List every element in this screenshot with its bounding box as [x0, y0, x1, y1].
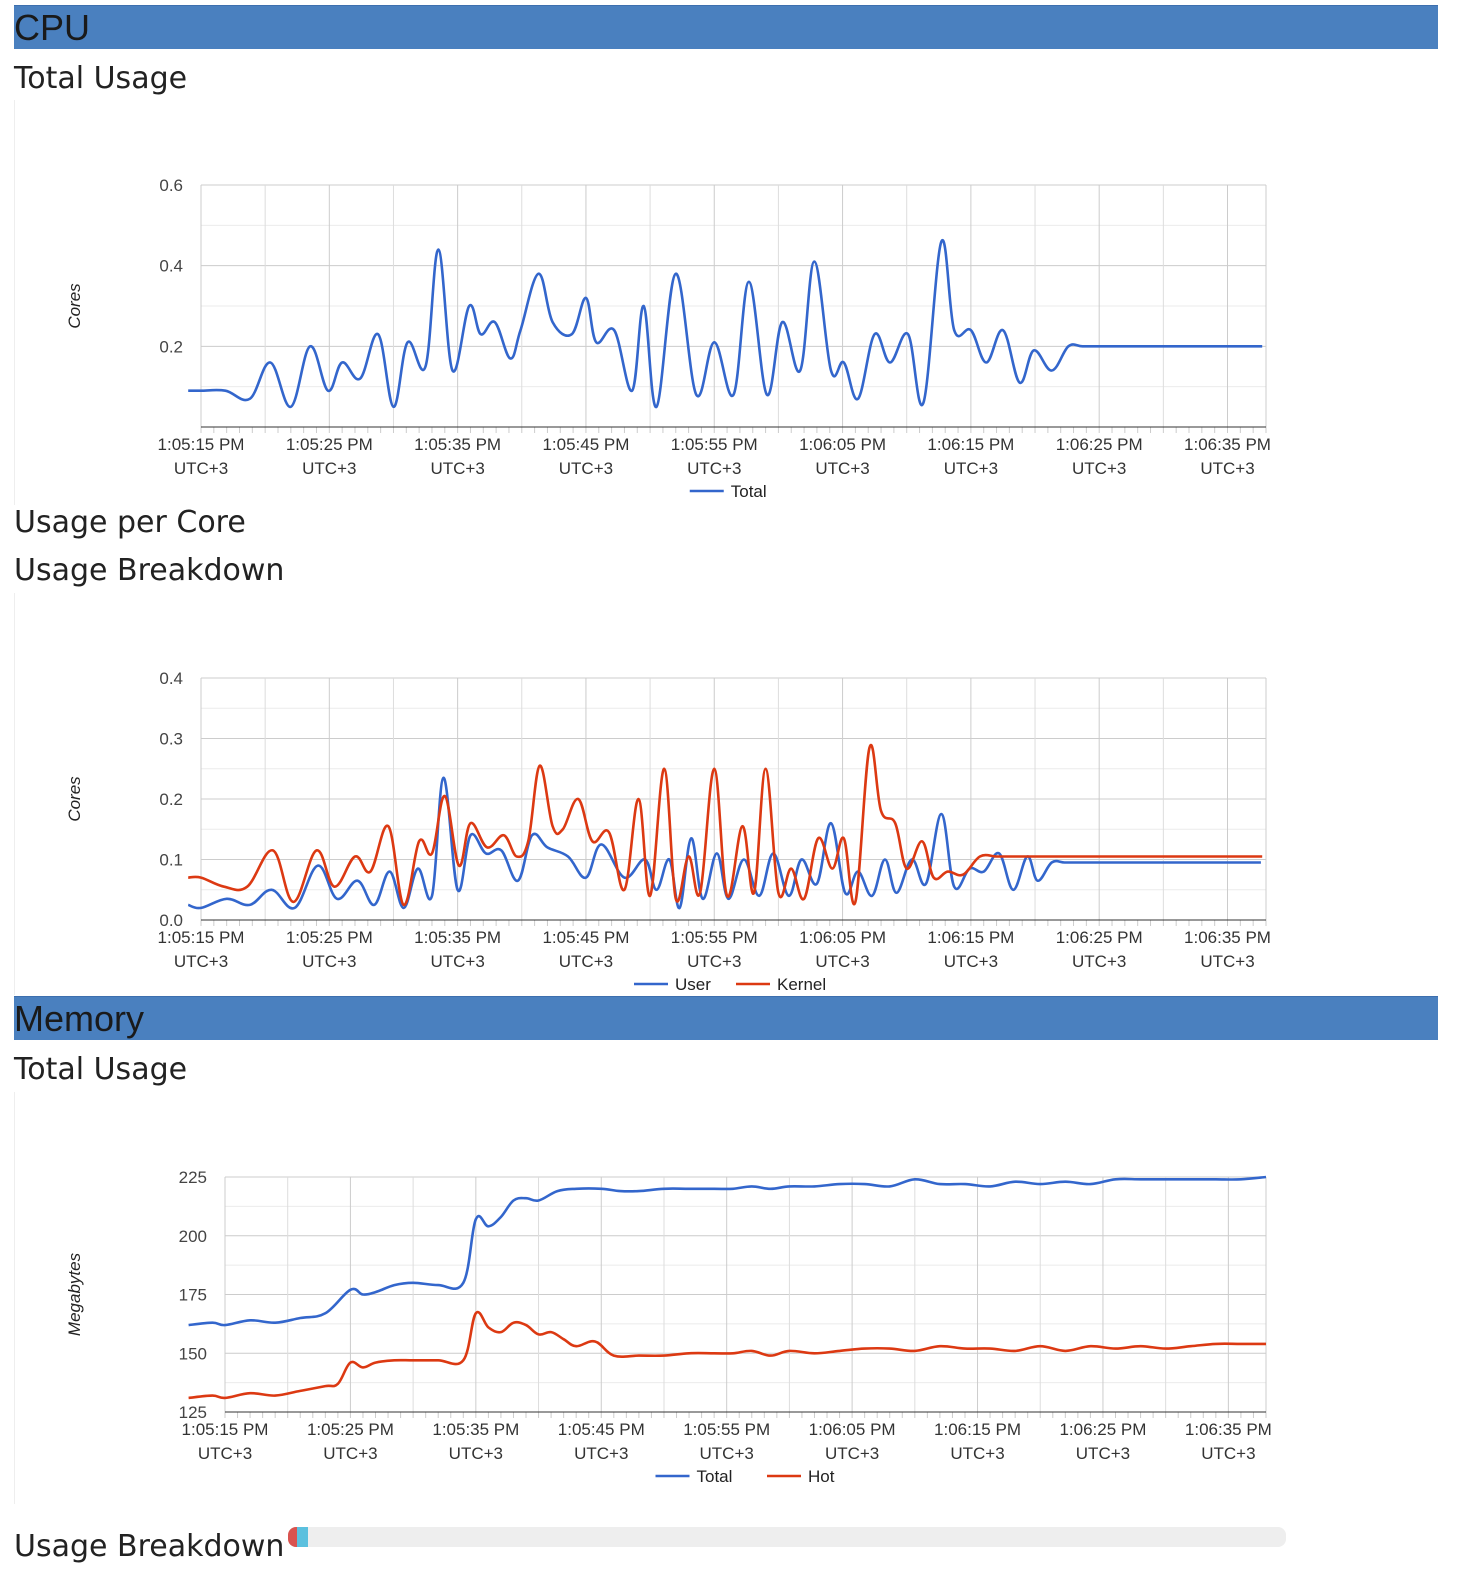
x-tick-label: 1:05:25 PM [307, 1420, 394, 1439]
x-tick-label-tz: UTC+3 [1076, 1444, 1130, 1463]
x-tick-label-tz: UTC+3 [944, 952, 998, 971]
x-tick-label-tz: UTC+3 [1200, 459, 1254, 478]
x-tick-label-tz: UTC+3 [174, 952, 228, 971]
legend-label-total: Total [731, 482, 767, 501]
memory-usage-breakdown-bar [288, 1527, 1286, 1547]
cpu-section-title: CPU [14, 7, 91, 48]
y-axis-label: Cores [65, 283, 84, 329]
y-tick-label: 0.4 [159, 257, 183, 276]
x-tick-label: 1:05:35 PM [414, 928, 501, 947]
x-tick-label-tz: UTC+3 [559, 459, 613, 478]
series-line-kernel [188, 743, 1263, 907]
x-tick-label-tz: UTC+3 [198, 1444, 252, 1463]
x-tick-label: 1:05:45 PM [542, 435, 629, 454]
x-tick-label-tz: UTC+3 [687, 459, 741, 478]
cpu-usage-breakdown-heading: Usage Breakdown [14, 553, 285, 588]
y-tick-label: 0.4 [159, 669, 183, 688]
x-tick-label-tz: UTC+3 [825, 1444, 879, 1463]
y-tick-label: 0.2 [159, 337, 183, 356]
x-tick-label: 1:05:15 PM [158, 928, 245, 947]
x-tick-label-tz: UTC+3 [687, 952, 741, 971]
x-tick-label-tz: UTC+3 [1072, 952, 1126, 971]
x-tick-label: 1:05:25 PM [286, 928, 373, 947]
cpu-total-chart-container: 0.2 0.4 0.6 1:05:15 PM UTC+3 1:05:25 PM UTC+3 1… [14, 100, 1439, 505]
series-line-total [188, 238, 1263, 409]
x-tick-label: 1:05:15 PM [158, 435, 245, 454]
y-axis-label: Cores [65, 776, 84, 822]
x-tick-label-tz: UTC+3 [1072, 459, 1126, 478]
x-tick-label: 1:06:35 PM [1185, 1420, 1272, 1439]
memory-section-header: Memory [14, 996, 1438, 1040]
cpu-usage-breakdown-chart: 0.0 0.1 0.2 0.3 0.4 1:05:15 PM UTC+3 1:05:25 PM… [65, 669, 1271, 994]
x-tick-label: 1:06:25 PM [1059, 1420, 1146, 1439]
x-tick-label-tz: UTC+3 [944, 459, 998, 478]
x-tick-label-tz: UTC+3 [174, 459, 228, 478]
x-tick-label: 1:05:35 PM [414, 435, 501, 454]
x-tick-label: 1:05:35 PM [432, 1420, 519, 1439]
memory-usage-breakdown-heading: Usage Breakdown [14, 1529, 285, 1564]
cpu-total-usage-heading: Total Usage [14, 61, 188, 96]
x-tick-label-tz: UTC+3 [815, 459, 869, 478]
series-line-user [187, 776, 1261, 910]
x-tick-label-tz: UTC+3 [1200, 952, 1254, 971]
x-tick-label-tz: UTC+3 [430, 459, 484, 478]
x-tick-label: 1:05:45 PM [542, 928, 629, 947]
x-tick-label-tz: UTC+3 [449, 1444, 503, 1463]
legend-label-user: User [675, 975, 711, 994]
y-tick-label: 0.6 [159, 176, 183, 195]
memory-section-title: Memory [14, 998, 145, 1039]
y-tick-label: 200 [179, 1227, 207, 1246]
legend-label-hot: Hot [808, 1467, 835, 1486]
legend-label-total: Total [697, 1467, 733, 1486]
x-tick-label-tz: UTC+3 [700, 1444, 754, 1463]
series-line-hot [188, 1310, 1266, 1400]
x-tick-label-tz: UTC+3 [950, 1444, 1004, 1463]
x-tick-label: 1:05:45 PM [558, 1420, 645, 1439]
x-tick-label-tz: UTC+3 [430, 952, 484, 971]
x-tick-label: 1:05:55 PM [683, 1420, 770, 1439]
y-tick-label: 0.1 [159, 851, 183, 870]
x-tick-label: 1:06:15 PM [927, 928, 1014, 947]
x-tick-label: 1:05:25 PM [286, 435, 373, 454]
x-tick-label-tz: UTC+3 [1201, 1444, 1255, 1463]
cpu-usage-per-core-heading: Usage per Core [14, 505, 246, 540]
x-tick-label: 1:06:25 PM [1056, 928, 1143, 947]
x-tick-label: 1:05:55 PM [671, 928, 758, 947]
cpu-total-usage-chart: 0.2 0.4 0.6 1:05:15 PM UTC+3 1:05:25 PM UTC+3 1… [65, 176, 1271, 501]
x-tick-label-tz: UTC+3 [302, 952, 356, 971]
x-tick-label: 1:06:15 PM [934, 1420, 1021, 1439]
x-tick-label: 1:06:05 PM [799, 435, 886, 454]
y-tick-label: 175 [179, 1286, 207, 1305]
series-line-total [188, 1175, 1266, 1327]
y-tick-label: 0.3 [159, 730, 183, 749]
x-tick-label: 1:06:35 PM [1184, 928, 1271, 947]
x-tick-label: 1:05:55 PM [671, 435, 758, 454]
y-tick-label: 0.2 [159, 790, 183, 809]
memory-total-usage-heading: Total Usage [14, 1052, 188, 1087]
memory-total-segment [296, 1527, 308, 1547]
x-tick-label: 1:06:05 PM [799, 928, 886, 947]
memory-total-chart-container: 125 150 175 200 225 1:05:15 PM UTC+3 1:05:25 PM… [14, 1092, 1439, 1504]
x-tick-label: 1:06:25 PM [1056, 435, 1143, 454]
memory-hot-segment [288, 1527, 297, 1547]
memory-total-usage-chart: 125 150 175 200 225 1:05:15 PM UTC+3 1:05:25 PM… [65, 1168, 1272, 1486]
cpu-breakdown-chart-container: 0.0 0.1 0.2 0.3 0.4 1:05:15 PM UTC+3 1:05:25 PM… [14, 593, 1439, 995]
y-tick-label: 150 [179, 1344, 207, 1363]
x-tick-label-tz: UTC+3 [302, 459, 356, 478]
x-tick-label-tz: UTC+3 [815, 952, 869, 971]
x-tick-label: 1:06:35 PM [1184, 435, 1271, 454]
legend-label-kernel: Kernel [777, 975, 826, 994]
x-tick-label: 1:06:15 PM [927, 435, 1014, 454]
y-tick-label: 225 [179, 1168, 207, 1187]
y-tick-label: 0.0 [159, 911, 183, 930]
x-tick-label: 1:06:05 PM [809, 1420, 896, 1439]
y-axis-label: Megabytes [65, 1252, 84, 1336]
cpu-section-header: CPU [14, 5, 1438, 49]
x-tick-label-tz: UTC+3 [574, 1444, 628, 1463]
y-tick-label: 125 [179, 1403, 207, 1422]
x-tick-label-tz: UTC+3 [559, 952, 613, 971]
x-tick-label: 1:05:15 PM [182, 1420, 269, 1439]
x-tick-label-tz: UTC+3 [323, 1444, 377, 1463]
